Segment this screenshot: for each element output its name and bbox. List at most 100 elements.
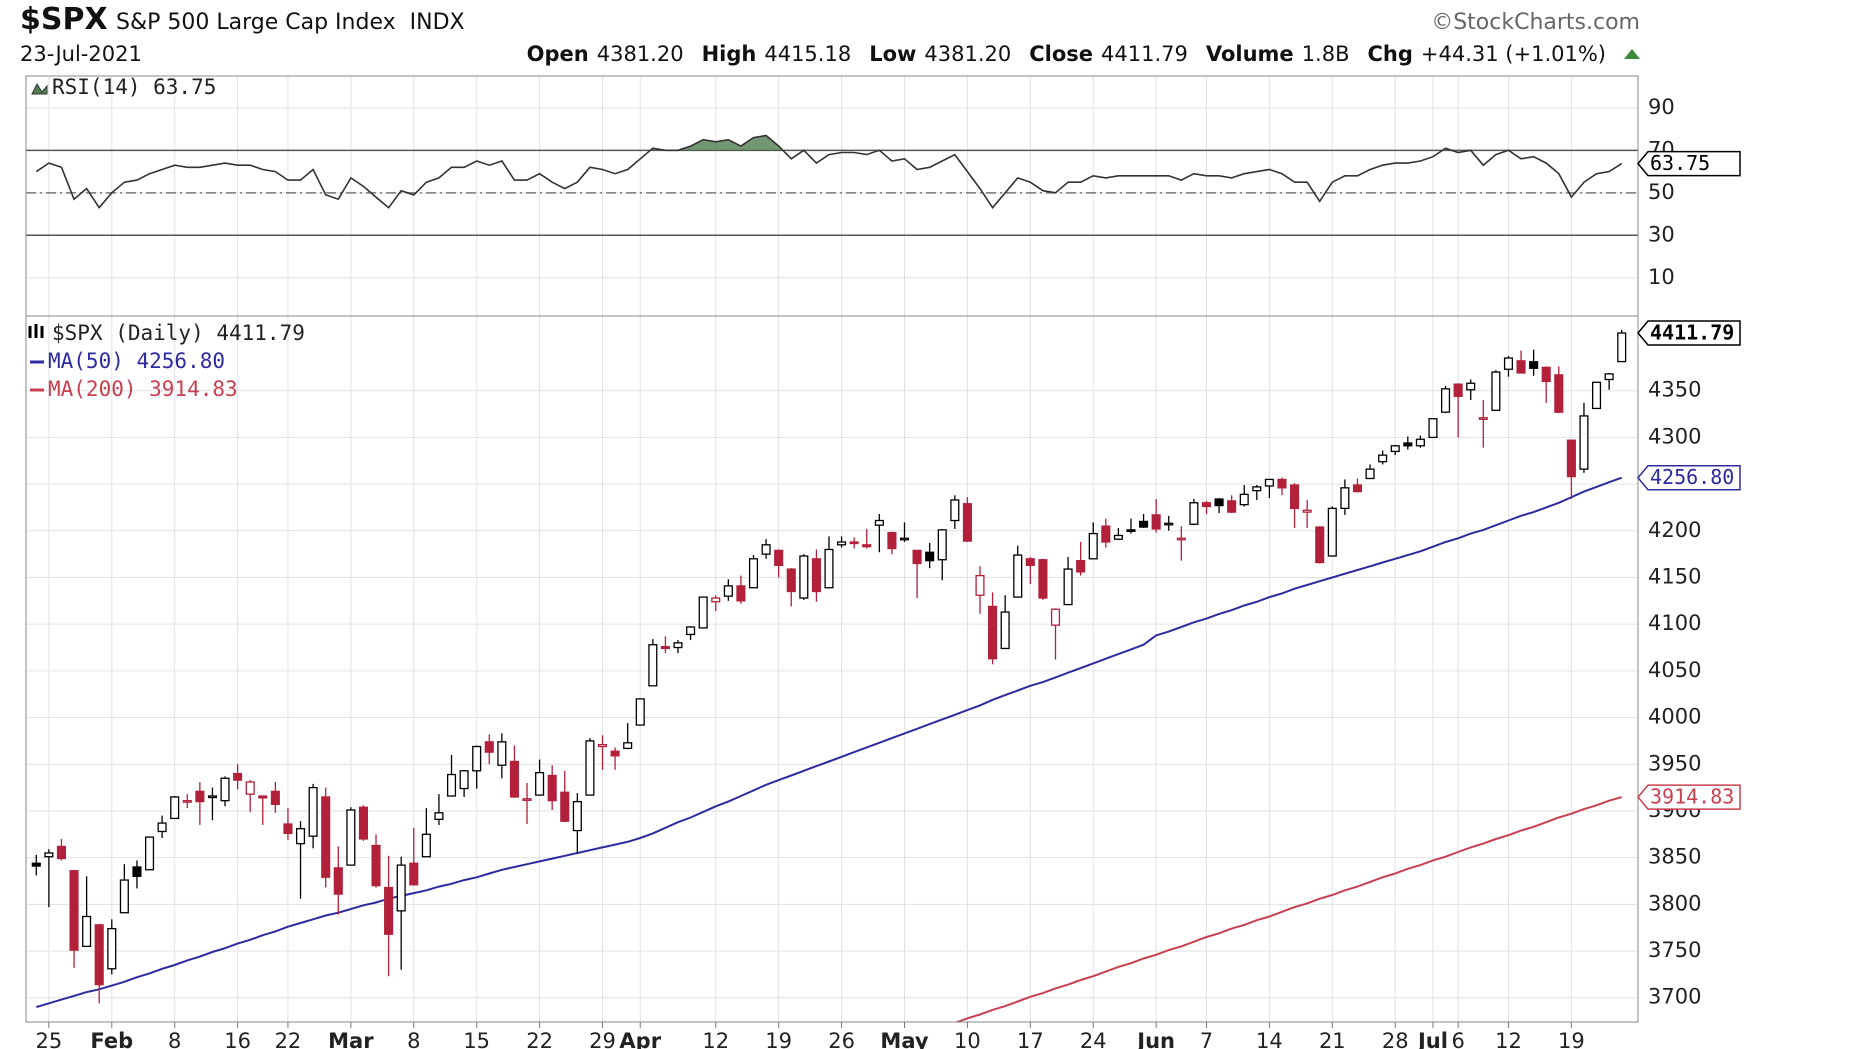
- quote-value: 4415.18: [764, 42, 852, 66]
- candle-body: [1063, 568, 1073, 606]
- candle-body: [597, 743, 608, 748]
- quote-label: High: [701, 42, 757, 66]
- y-tick-label: 30: [1648, 222, 1675, 246]
- candle-body: [723, 585, 733, 597]
- candle-body: [1491, 371, 1501, 411]
- exchange: INDX: [409, 10, 465, 35]
- candle-body: [220, 777, 230, 802]
- candle-body: [1403, 442, 1413, 447]
- x-tick-label: Feb: [90, 1029, 133, 1049]
- candle-body: [484, 741, 494, 753]
- candle-body: [799, 555, 809, 599]
- candle-body: [144, 836, 155, 871]
- candle-body: [56, 845, 67, 860]
- candle-body: [333, 867, 343, 895]
- quote-label: Low: [869, 42, 917, 66]
- candle-body: [761, 544, 771, 555]
- candle-body: [648, 644, 658, 687]
- x-tick-label: 8: [168, 1029, 181, 1049]
- panel-border: [25, 75, 1639, 317]
- candle-body: [295, 828, 306, 845]
- candle-body: [1352, 484, 1363, 493]
- symbol: $SPX: [20, 2, 108, 37]
- candle-body: [736, 585, 746, 602]
- x-tick-label: 25: [36, 1029, 63, 1049]
- candle-body: [786, 568, 796, 593]
- x-tick-label: 19: [1558, 1029, 1585, 1049]
- candle-body: [1617, 332, 1627, 363]
- name: S&P 500 Large Cap Index: [116, 10, 396, 35]
- candle-body: [975, 574, 985, 596]
- candle-body: [1315, 526, 1325, 564]
- candle-body: [811, 558, 821, 593]
- candle-body: [170, 796, 180, 820]
- x-tick-label: May: [880, 1029, 928, 1049]
- candle-body: [1000, 611, 1010, 650]
- quote-value: 4381.20: [596, 42, 684, 66]
- candle-body: [1189, 502, 1199, 525]
- candle-body: [1441, 388, 1451, 413]
- candle-body: [69, 870, 79, 951]
- candle-body: [623, 742, 633, 750]
- moving-average: [954, 796, 1622, 1022]
- candle-body: [497, 741, 507, 766]
- y-tick-label: 50: [1648, 180, 1675, 204]
- candle-body: [1227, 500, 1237, 513]
- legend-label: RSI(14) 63.75: [52, 75, 216, 99]
- candle-body: [245, 781, 255, 795]
- x-tick-label: 7: [1200, 1029, 1213, 1049]
- quote-label: Close: [1029, 42, 1094, 66]
- candle-body: [849, 541, 859, 545]
- candle-body: [1088, 532, 1098, 560]
- candle-body: [1566, 439, 1576, 478]
- candle-body: [1164, 522, 1174, 526]
- candle-body: [1390, 445, 1400, 453]
- panel-border: [25, 315, 1639, 1023]
- candle-body: [572, 800, 582, 832]
- x-tick-label: 29: [589, 1029, 616, 1049]
- y-tick-label: 90: [1648, 95, 1675, 119]
- candle-body: [698, 596, 708, 629]
- candle-body: [950, 499, 960, 522]
- candle-body: [44, 852, 54, 858]
- legend-label: $SPX (Daily) 4411.79: [52, 321, 305, 345]
- candle-body: [94, 924, 104, 986]
- candle-body: [421, 833, 431, 858]
- x-tick-label: 19: [765, 1029, 792, 1049]
- candle-body: [774, 549, 784, 566]
- change-arrow: [1624, 49, 1640, 59]
- candle-body: [308, 786, 318, 837]
- candle-body: [1201, 502, 1212, 508]
- candle-body: [899, 537, 910, 541]
- candle-body: [82, 915, 92, 948]
- candle-body: [962, 503, 972, 542]
- x-tick-label: 21: [1319, 1029, 1346, 1049]
- candle-body: [1415, 438, 1425, 447]
- candle-body: [233, 772, 243, 781]
- candle-body: [1139, 520, 1149, 528]
- candle-body: [937, 529, 947, 561]
- quote-value: 4411.79: [1101, 42, 1188, 66]
- x-tick-label: Apr: [619, 1029, 661, 1049]
- date: 23-Jul-2021: [20, 42, 142, 66]
- candle-body: [824, 548, 834, 589]
- quote-label: Volume: [1205, 42, 1294, 66]
- candle-body: [912, 549, 922, 565]
- y-tick-label: 4050: [1648, 658, 1701, 682]
- candle-body: [1025, 558, 1035, 566]
- candle-body: [446, 773, 457, 797]
- candle-body: [862, 544, 872, 548]
- candle-body: [1516, 360, 1526, 374]
- candle-body: [1365, 468, 1375, 480]
- candle-body: [270, 790, 280, 806]
- candle-body: [1478, 417, 1488, 420]
- candle-body: [522, 798, 532, 801]
- candle-body: [1554, 374, 1564, 413]
- candle-body: [1529, 361, 1539, 369]
- y-tick-label: 3750: [1648, 938, 1701, 962]
- y-tick-label: 4100: [1648, 611, 1701, 635]
- value-tag-box: [1637, 150, 1741, 177]
- candle-body: [560, 791, 570, 822]
- candle-body: [1428, 418, 1438, 439]
